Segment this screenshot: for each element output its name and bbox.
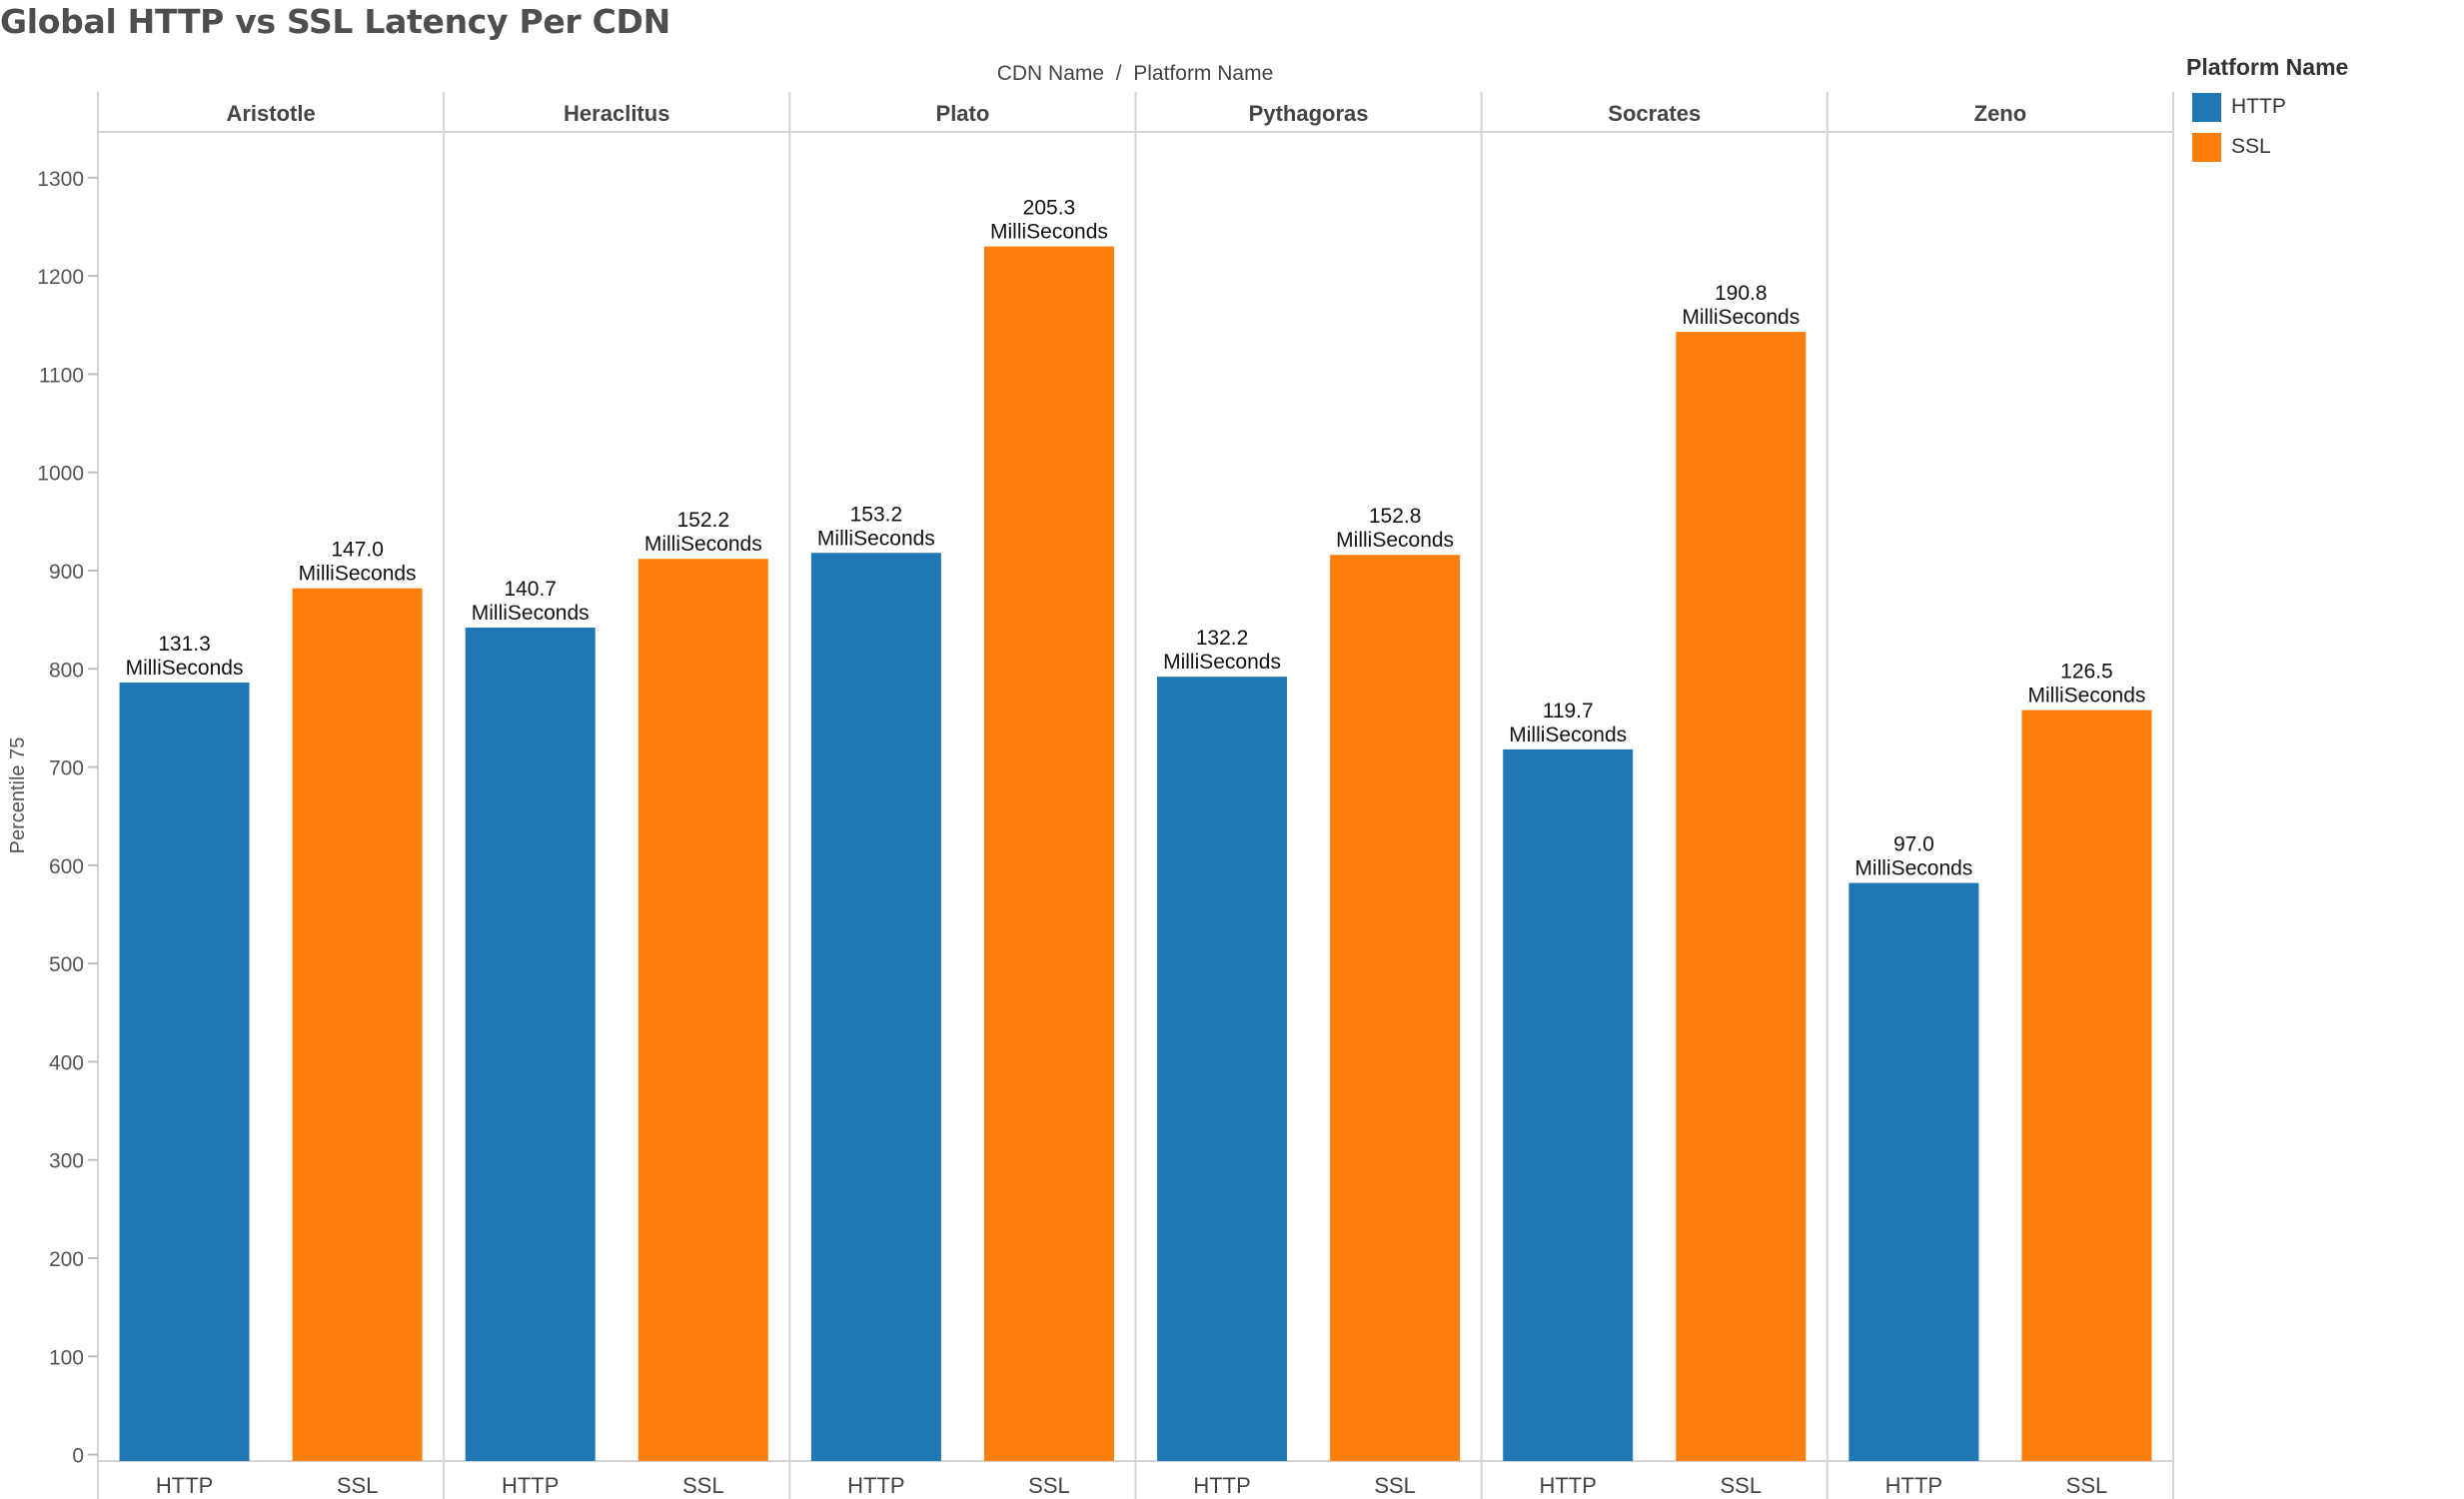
panel-header: Socrates xyxy=(1608,101,1701,126)
y-tick-label: 400 xyxy=(49,1051,84,1074)
data-label-unit: MilliSeconds xyxy=(299,563,417,586)
x-tick-label: SSL xyxy=(1374,1473,1416,1498)
panel-header: Pythagoras xyxy=(1249,101,1369,126)
legend-label-http: HTTP xyxy=(2231,95,2286,118)
legend-swatch-ssl xyxy=(2192,132,2221,162)
x-tick-label: SSL xyxy=(1028,1473,1070,1498)
x-tick-label: SSL xyxy=(1720,1473,1762,1498)
panel-header: Aristotle xyxy=(226,101,315,126)
x-tick-label: HTTP xyxy=(502,1473,559,1498)
data-label-value: 126.5 xyxy=(2060,661,2113,684)
bar-ssl xyxy=(637,559,768,1461)
bar-http xyxy=(465,627,596,1461)
data-label-value: 97.0 xyxy=(1893,833,1934,856)
x-tick-label: SSL xyxy=(337,1473,379,1498)
y-tick-label: 900 xyxy=(49,561,84,584)
bar-ssl xyxy=(1676,332,1807,1462)
data-label-value: 147.0 xyxy=(331,539,384,562)
bar-ssl xyxy=(983,246,1114,1461)
plot-panels: Aristotle131.3MilliSecondsHTTP147.0Milli… xyxy=(119,101,2152,1498)
data-label-value: 152.2 xyxy=(677,509,730,532)
panel-header: Plato xyxy=(936,101,990,126)
y-tick-label: 600 xyxy=(49,855,84,878)
legend-item-ssl[interactable]: SSL xyxy=(2186,127,2348,167)
x-tick-label: SSL xyxy=(682,1473,724,1498)
x-tick-label: HTTP xyxy=(1539,1473,1596,1498)
data-label-unit: MilliSeconds xyxy=(1336,529,1454,552)
x-tick-label: HTTP xyxy=(1885,1473,1942,1498)
column-header: CDN Name / Platform Name xyxy=(997,62,1274,85)
y-tick-label: 500 xyxy=(49,953,84,976)
data-label-value: 132.2 xyxy=(1196,627,1249,650)
data-label-unit: MilliSeconds xyxy=(2028,685,2146,708)
data-label-unit: MilliSeconds xyxy=(1163,651,1281,674)
x-tick-label: SSL xyxy=(2066,1473,2108,1498)
bar-http xyxy=(1503,749,1634,1461)
data-label-value: 140.7 xyxy=(504,578,557,601)
data-label-value: 153.2 xyxy=(850,503,903,526)
data-label-unit: MilliSeconds xyxy=(472,602,590,625)
legend: Platform Name HTTP SSL xyxy=(2186,54,2348,167)
bar-http xyxy=(1157,677,1288,1461)
bar-http xyxy=(1848,882,1979,1461)
data-label-unit: MilliSeconds xyxy=(1509,724,1627,747)
data-label-unit: MilliSeconds xyxy=(817,527,935,550)
y-tick-label: 100 xyxy=(49,1346,84,1369)
x-tick-label: HTTP xyxy=(847,1473,904,1498)
panel-socrates: Socrates119.7MilliSecondsHTTP190.8MilliS… xyxy=(1503,101,1807,1498)
panel-pythagoras: Pythagoras132.2MilliSecondsHTTP152.8Mill… xyxy=(1157,101,1461,1498)
panel-heraclitus: Heraclitus140.7MilliSecondsHTTP152.2Mill… xyxy=(465,101,768,1498)
y-axis-label: Percentile 75 xyxy=(7,738,29,854)
bar-http xyxy=(810,553,941,1461)
data-label-value: 190.8 xyxy=(1715,282,1768,305)
y-tick-label: 1200 xyxy=(37,266,84,289)
y-tick-label: 300 xyxy=(49,1150,84,1173)
y-tick-label: 800 xyxy=(49,659,84,682)
bar-ssl xyxy=(2021,710,2152,1461)
chart-title: Global HTTP vs SSL Latency Per CDN xyxy=(0,2,670,41)
legend-item-http[interactable]: HTTP xyxy=(2186,87,2348,127)
y-tick-label: 1100 xyxy=(39,364,84,387)
legend-swatch-http xyxy=(2192,92,2221,122)
legend-title: Platform Name xyxy=(2186,54,2349,80)
data-label-unit: MilliSeconds xyxy=(644,533,762,556)
data-label-unit: MilliSeconds xyxy=(1682,306,1800,329)
y-tick-label: 700 xyxy=(49,757,84,780)
panel-header: Zeno xyxy=(1974,101,2027,126)
y-tick-label: 0 xyxy=(72,1445,84,1468)
y-tick-label: 1000 xyxy=(37,463,84,486)
bar-ssl xyxy=(1330,555,1461,1461)
panel-aristotle: Aristotle131.3MilliSecondsHTTP147.0Milli… xyxy=(119,101,423,1498)
data-label-value: 205.3 xyxy=(1023,197,1076,220)
chart-frame xyxy=(97,92,2174,1499)
y-tick-label: 200 xyxy=(49,1248,84,1271)
panel-zeno: Zeno97.0MilliSecondsHTTP126.5MilliSecond… xyxy=(1848,101,2152,1498)
y-axis: 0 100 200 300 400 500 600 700 800 900 1000 1100 1200… xyxy=(37,168,98,1468)
legend-label-ssl: SSL xyxy=(2231,135,2271,158)
data-label-value: 131.3 xyxy=(158,633,211,656)
data-label-unit: MilliSeconds xyxy=(1854,857,1972,880)
bar-http xyxy=(119,683,250,1461)
bar-ssl xyxy=(292,588,423,1461)
x-tick-label: HTTP xyxy=(156,1473,213,1498)
panel-plato: Plato153.2MilliSecondsHTTP205.3MilliSeco… xyxy=(810,101,1114,1498)
data-label-value: 119.7 xyxy=(1543,700,1594,723)
y-tick-label: 1300 xyxy=(37,168,84,191)
data-label-value: 152.8 xyxy=(1369,505,1422,528)
data-label-unit: MilliSeconds xyxy=(990,221,1108,244)
data-label-unit: MilliSeconds xyxy=(126,657,244,680)
x-tick-label: HTTP xyxy=(1193,1473,1250,1498)
panel-header: Heraclitus xyxy=(564,101,669,126)
